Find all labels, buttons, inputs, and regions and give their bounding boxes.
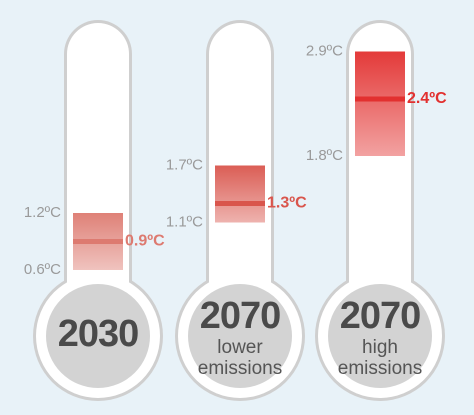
high-label: 2.9ºC bbox=[306, 42, 343, 59]
year: 2070 bbox=[340, 295, 421, 337]
mid-line bbox=[73, 239, 123, 244]
scenario: high bbox=[362, 337, 398, 358]
low-label: 1.8ºC bbox=[306, 147, 343, 164]
mid-label: 0.9ºC bbox=[125, 233, 165, 250]
mid-label: 2.4ºC bbox=[407, 90, 447, 107]
low-label: 1.1ºC bbox=[166, 213, 203, 230]
mid-label: 1.3ºC bbox=[267, 195, 307, 212]
year: 2030 bbox=[58, 313, 139, 355]
bulb-inner bbox=[328, 284, 432, 388]
scenario: emissions bbox=[198, 358, 282, 379]
mid-line bbox=[355, 96, 405, 102]
bulb-inner bbox=[46, 284, 150, 388]
range-band bbox=[355, 51, 405, 156]
high-label: 1.2ºC bbox=[24, 204, 61, 221]
range-band bbox=[215, 165, 265, 223]
bulb-inner bbox=[188, 284, 292, 388]
year: 2070 bbox=[200, 295, 281, 337]
scenario: lower bbox=[217, 337, 263, 358]
low-label: 0.6ºC bbox=[24, 261, 61, 278]
high-label: 1.7ºC bbox=[166, 156, 203, 173]
scenario: emissions bbox=[338, 358, 422, 379]
mid-line bbox=[215, 201, 265, 206]
